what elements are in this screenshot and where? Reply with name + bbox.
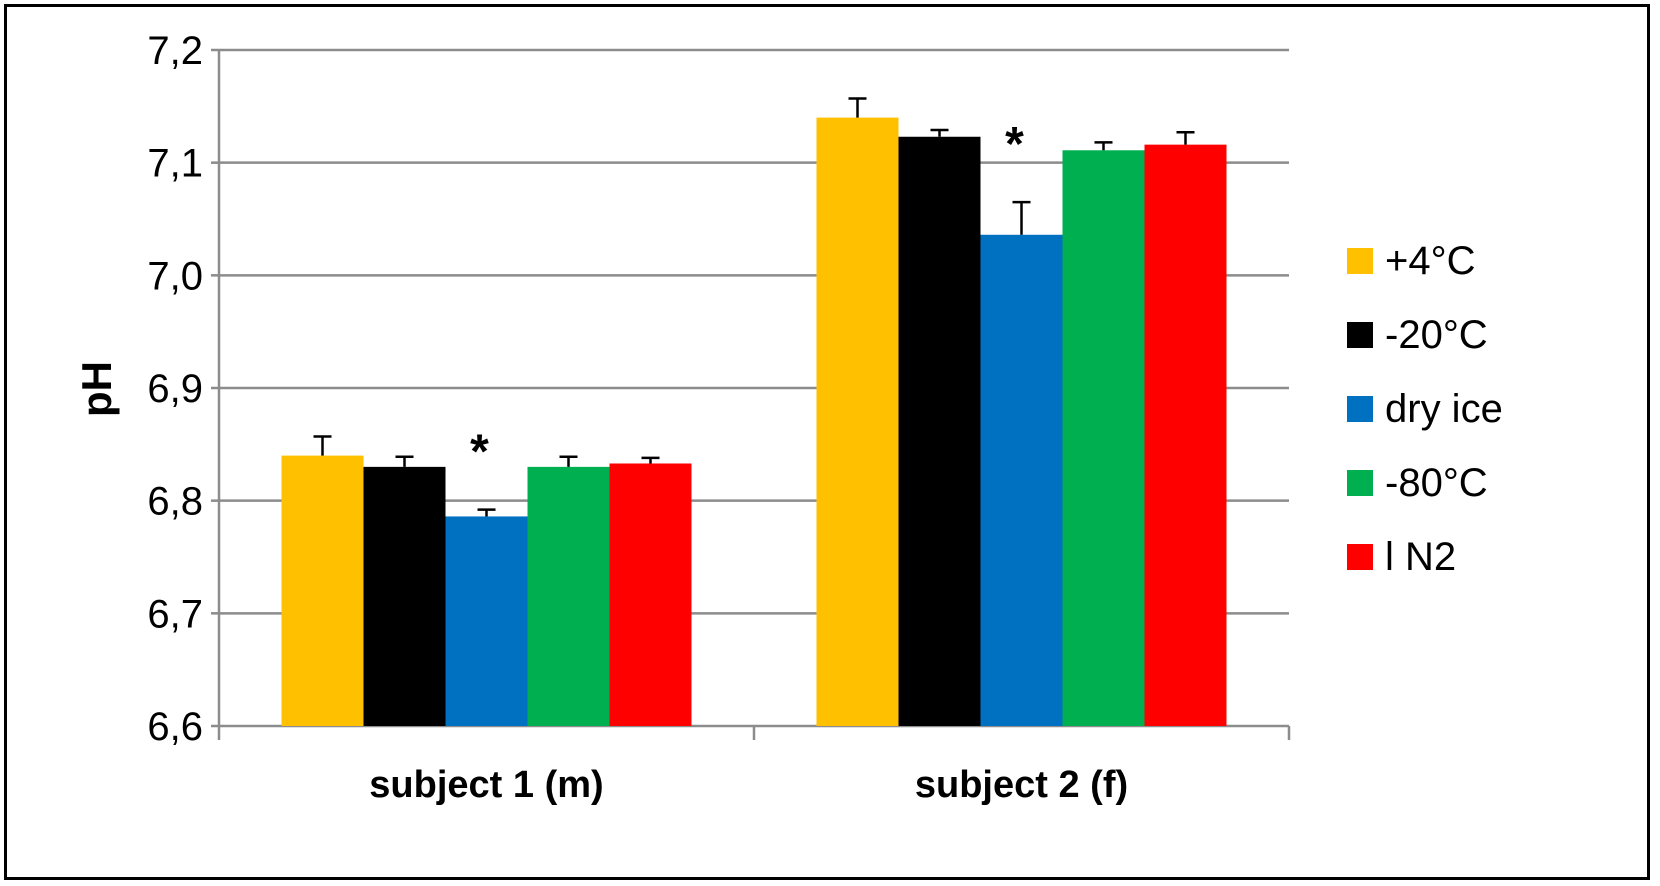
legend-swatch xyxy=(1347,544,1373,570)
y-tick-label: 7,0 xyxy=(147,254,203,298)
bar xyxy=(527,466,610,726)
legend-swatch xyxy=(1347,470,1373,496)
bar xyxy=(980,234,1063,727)
significance-marker: * xyxy=(470,426,489,479)
bar-chart: 6,6 6,7 6,8 6,9 7,0 7,1 7,2 subject 1 (m) subjec… xyxy=(73,29,1503,806)
legend-label: -20°C xyxy=(1385,313,1488,357)
significance-marker: * xyxy=(1005,118,1024,171)
bar xyxy=(445,516,528,726)
bar xyxy=(898,136,981,727)
legend-label: +4°C xyxy=(1385,239,1476,283)
x-category-label: subject 1 (m) xyxy=(369,764,603,806)
y-tick-label: 7,1 xyxy=(147,142,203,186)
y-tick-label: 6,9 xyxy=(147,367,203,411)
legend-swatch xyxy=(1347,396,1373,422)
y-tick-label: 6,6 xyxy=(147,705,203,749)
legend-swatch xyxy=(1347,248,1373,274)
legend-label: l N2 xyxy=(1385,535,1456,579)
bar xyxy=(816,117,899,727)
bar xyxy=(1062,150,1145,727)
bar xyxy=(1144,144,1227,726)
y-axis-label: pH xyxy=(73,361,120,417)
bar xyxy=(281,455,364,726)
legend-swatch xyxy=(1347,322,1373,348)
x-category-label: subject 2 (f) xyxy=(915,764,1128,806)
bar xyxy=(609,463,692,726)
y-tick-label: 6,7 xyxy=(147,592,203,636)
bar xyxy=(363,466,446,726)
y-tick-label: 7,2 xyxy=(147,29,203,73)
y-tick-label: 6,8 xyxy=(147,480,203,524)
chart-frame: 6,6 6,7 6,8 6,9 7,0 7,1 7,2 subject 1 (m) subjec… xyxy=(4,4,1650,880)
legend-label: dry ice xyxy=(1385,387,1503,431)
legend-label: -80°C xyxy=(1385,461,1488,505)
